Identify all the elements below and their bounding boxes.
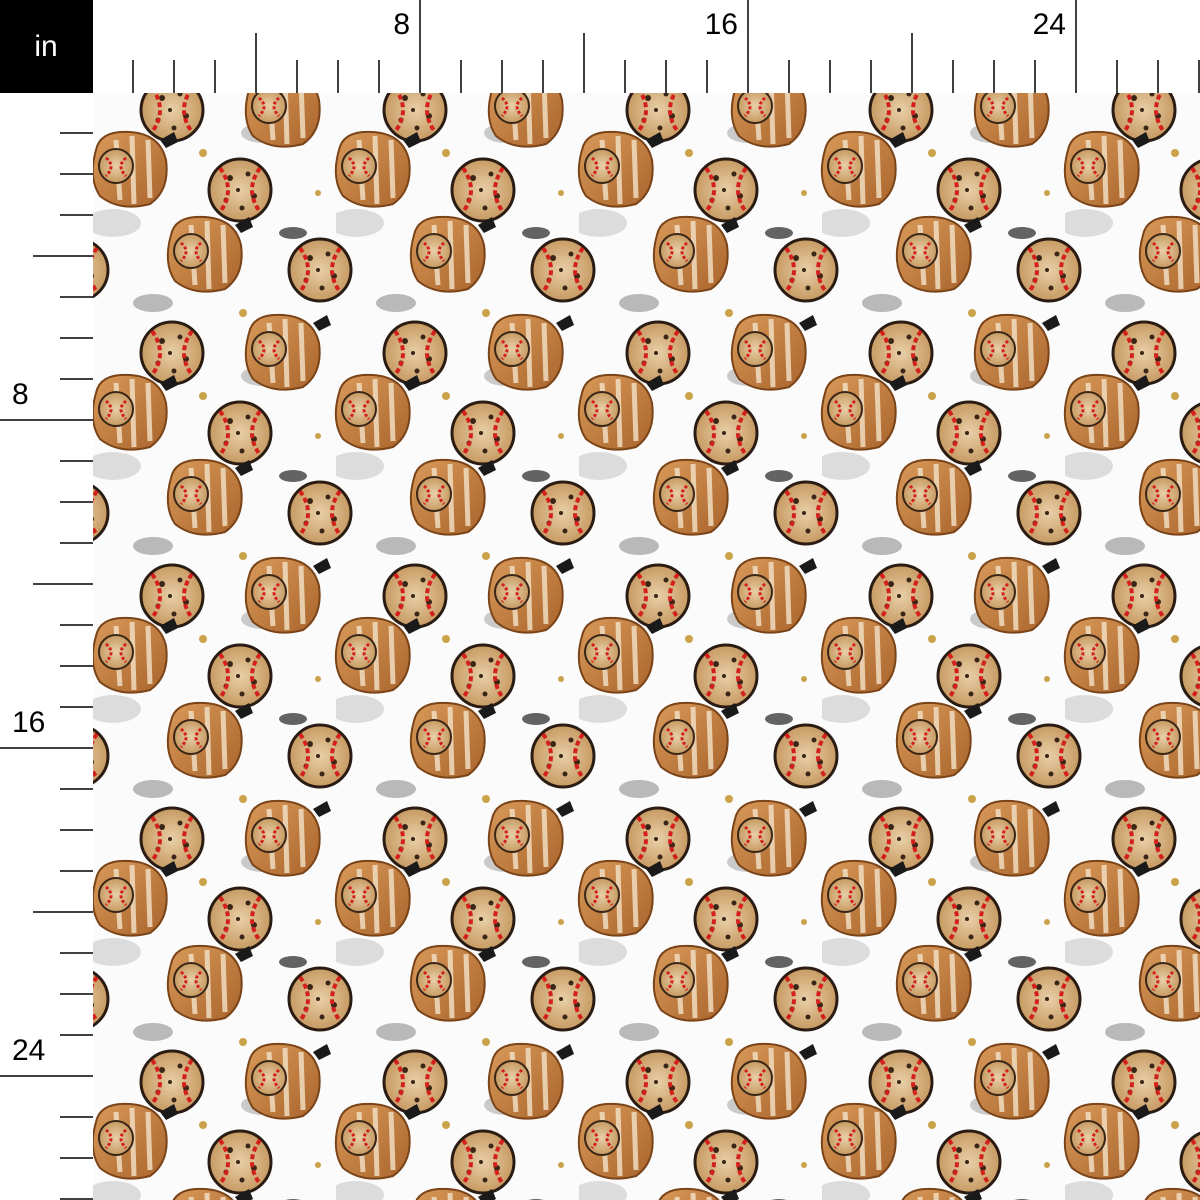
left-ruler [0,0,93,1200]
top-ruler-label: 8 [393,8,410,41]
left-ruler-label: 24 [12,1034,45,1067]
top-ruler-label: 16 [705,8,738,41]
left-ruler-label: 16 [12,706,45,739]
top-ruler [0,0,1200,93]
unit-box [0,0,93,93]
unit-label: in [34,30,57,63]
top-ruler-label: 24 [1033,8,1066,41]
fabric-pattern [93,93,1200,1200]
left-ruler-label: 8 [12,378,29,411]
